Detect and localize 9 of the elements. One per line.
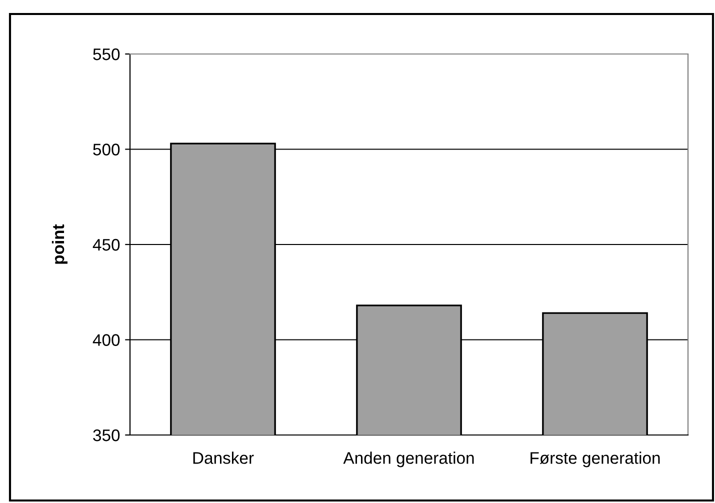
x-tick-label: Dansker <box>193 452 254 464</box>
y-axis-title: point <box>52 224 68 264</box>
y-tick-label: 400 <box>92 334 120 346</box>
y-tick-label: 450 <box>92 238 120 251</box>
x-tick-label: Første generation <box>530 452 660 468</box>
y-tick-label: 500 <box>93 144 120 156</box>
y-tick-label: 350 <box>93 429 120 442</box>
x-tick-label: Anden generation <box>343 452 474 468</box>
y-tick-label: 550 <box>93 48 120 60</box>
